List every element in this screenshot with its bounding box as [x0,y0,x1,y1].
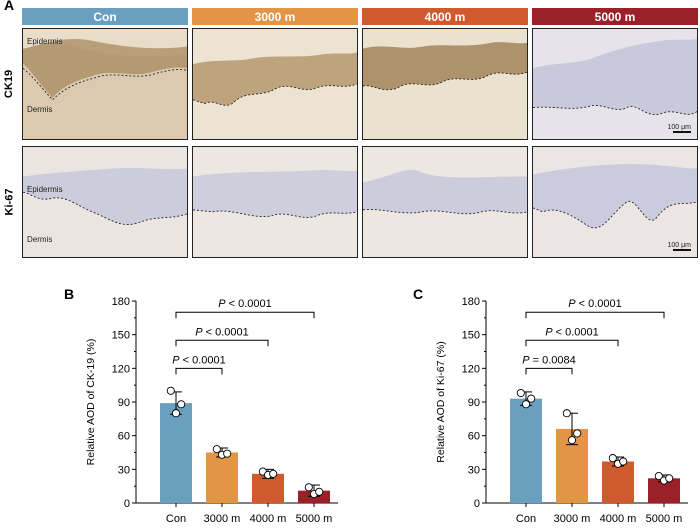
ck19-ytick-label-3: 90 [118,397,130,409]
ck19-xtick-label-3: 5000 m [296,513,333,525]
ki67-bar-2 [602,461,634,503]
ck19-ytick-label-2: 60 [118,431,130,443]
ck19-point-0-2 [177,400,186,409]
label-epidermis: Epidermis [27,37,63,46]
ck19-ylabel: Relative AOD of CK-19 (%) [85,339,97,466]
micrograph-ki67-3000m [192,146,358,258]
ck19-pvalue-1: P < 0.0001 [195,326,249,338]
ki67-ytick-label-2: 60 [468,431,480,443]
chart-ck19: 0 30 60 90 120 150 180 Relative AOD of CK-19 (%… [85,296,338,525]
ck19-bar-1 [206,452,238,503]
ck19-pvalue-0: P < 0.0001 [172,354,226,366]
ck19-ytick-label-0: 0 [124,498,130,510]
label-dermis-ki67: Dermis [27,235,53,244]
ck19-ytick-label-5: 150 [112,330,130,342]
ki67-ytick-label-1: 30 [468,464,480,476]
ki67-bar-0 [510,398,542,503]
ki67-point-0-0 [516,388,525,398]
ki67-ytick-label-0: 0 [474,498,480,510]
ck19-pvalue-2: P < 0.0001 [218,298,272,310]
ki67-point-0-2 [527,394,536,403]
ki67-point-1-2 [573,429,582,438]
ck19-xtick-label-0: Con [166,513,186,525]
chart-ki67: 0 30 60 90 120 150 180 Relative AOD of Ki-67 (%… [350,0,700,530]
ck19-xtick-label-1: 3000 m [204,513,241,525]
micrograph-ki67-4000m [362,146,528,258]
scale-bar-ki67: 100 μm [667,242,691,251]
ck19-bar-0 [160,403,192,503]
panel-a-letter: A [4,0,15,13]
ck19-bracket-0 [175,367,223,375]
header-5000m: 5000 m [532,8,698,25]
ki67-point-0-1 [521,400,531,409]
ki67-bracket-0 [525,367,573,375]
ki67-pvalue-2: P < 0.0001 [568,298,622,310]
ck19-point-1-0 [212,445,221,454]
ki67-xtick-label-1: 3000 m [554,513,591,525]
scale-bar: 100 μm [667,124,691,133]
ki67-xtick-label-3: 5000 m [646,513,683,525]
ck19-ytick-label-6: 180 [112,296,130,308]
micrograph-ck19-4000m [362,28,528,140]
micrograph-ck19-3000m [192,28,358,140]
ck19-point-3-0 [304,483,313,492]
chart-ki67-svg: 0 30 60 90 120 150 180 Relative AOD of Ki-67 (%… [435,296,688,525]
panel-c-letter: C [413,286,424,302]
micrograph-ki67-5000m: 100 μm [532,146,698,258]
micrograph-ck19-5000m: 100 μm [532,28,698,140]
ki67-pvalue-1: P < 0.0001 [545,326,599,338]
label-epidermis-ki67: Epidermis [27,185,63,194]
ki67-ytick-label-3: 90 [468,397,480,409]
ki67-point-3-2 [665,474,674,483]
ki67-xtick-label-2: 4000 m [600,513,637,525]
ck19-point-1-2 [223,449,232,458]
header-3000m: 3000 m [192,8,358,25]
ki67-pvalue-0: P = 0.0084 [522,354,576,366]
ck19-point-0-1 [171,409,181,418]
ki67-ylabel: Relative AOD of Ki-67 (%) [435,341,447,462]
header-con: Con [22,8,188,25]
ki67-point-2-0 [608,454,617,463]
chart-ck19-svg: 0 30 60 90 120 150 180 Relative AOD of CK-19 (%… [85,296,338,525]
ki67-point-1-1 [567,436,577,445]
micrograph-ck19-con: Epidermis Dermis [22,28,188,140]
ki67-ytick-label-4: 120 [462,363,480,375]
ck19-point-3-2 [315,487,324,496]
ck19-point-2-2 [269,469,278,478]
ck19-bracket-1 [175,339,269,347]
ki67-ytick-label-6: 180 [462,296,480,308]
ki67-xtick-label-0: Con [516,513,536,525]
ki67-point-2-2 [619,457,628,466]
ck19-ytick-label-4: 120 [112,363,130,375]
micrograph-ki67-con: Epidermis Dermis [22,146,188,258]
ki67-point-1-0 [562,409,571,418]
panel-b-letter: B [64,286,75,302]
ki67-ytick-label-5: 150 [462,330,480,342]
ck19-bracket-2 [175,311,315,319]
ki67-bracket-2 [525,311,665,319]
ck19-ytick-label-1: 30 [118,464,130,476]
header-4000m: 4000 m [362,8,528,25]
ki67-point-3-0 [654,472,663,481]
ck19-point-0-0 [166,386,175,395]
ck19-xtick-label-2: 4000 m [250,513,287,525]
ki67-bracket-1 [525,339,619,347]
label-dermis: Dermis [27,105,53,114]
